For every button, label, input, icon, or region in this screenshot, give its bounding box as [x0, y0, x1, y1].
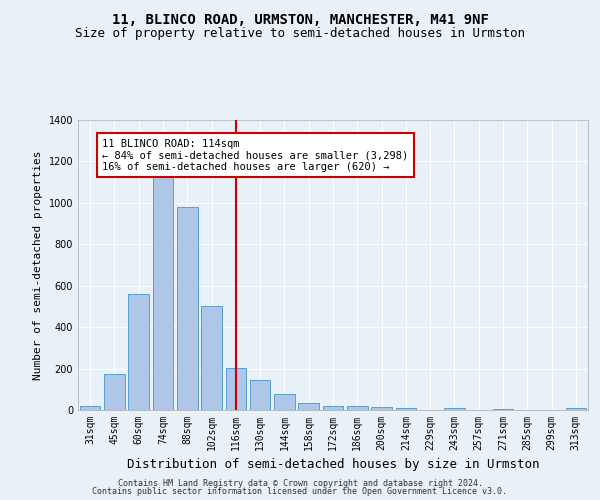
- Bar: [201, 306, 222, 410]
- Bar: [177, 207, 197, 410]
- Bar: [493, 409, 514, 410]
- Bar: [80, 406, 100, 410]
- Bar: [298, 403, 319, 410]
- Bar: [128, 294, 149, 410]
- Y-axis label: Number of semi-detached properties: Number of semi-detached properties: [33, 150, 43, 380]
- Bar: [566, 408, 586, 410]
- Bar: [371, 407, 392, 410]
- Bar: [395, 408, 416, 410]
- Text: 11 BLINCO ROAD: 114sqm
← 84% of semi-detached houses are smaller (3,298)
16% of : 11 BLINCO ROAD: 114sqm ← 84% of semi-det…: [102, 138, 409, 172]
- Bar: [152, 164, 173, 410]
- Text: Contains HM Land Registry data © Crown copyright and database right 2024.: Contains HM Land Registry data © Crown c…: [118, 478, 482, 488]
- Bar: [104, 374, 125, 410]
- Bar: [444, 408, 465, 410]
- Bar: [226, 368, 246, 410]
- Text: 11, BLINCO ROAD, URMSTON, MANCHESTER, M41 9NF: 11, BLINCO ROAD, URMSTON, MANCHESTER, M4…: [112, 12, 488, 26]
- Bar: [274, 394, 295, 410]
- Text: Size of property relative to semi-detached houses in Urmston: Size of property relative to semi-detach…: [75, 28, 525, 40]
- Bar: [347, 406, 368, 410]
- Bar: [250, 380, 271, 410]
- Bar: [323, 406, 343, 410]
- Text: Contains public sector information licensed under the Open Government Licence v3: Contains public sector information licen…: [92, 487, 508, 496]
- X-axis label: Distribution of semi-detached houses by size in Urmston: Distribution of semi-detached houses by …: [127, 458, 539, 471]
